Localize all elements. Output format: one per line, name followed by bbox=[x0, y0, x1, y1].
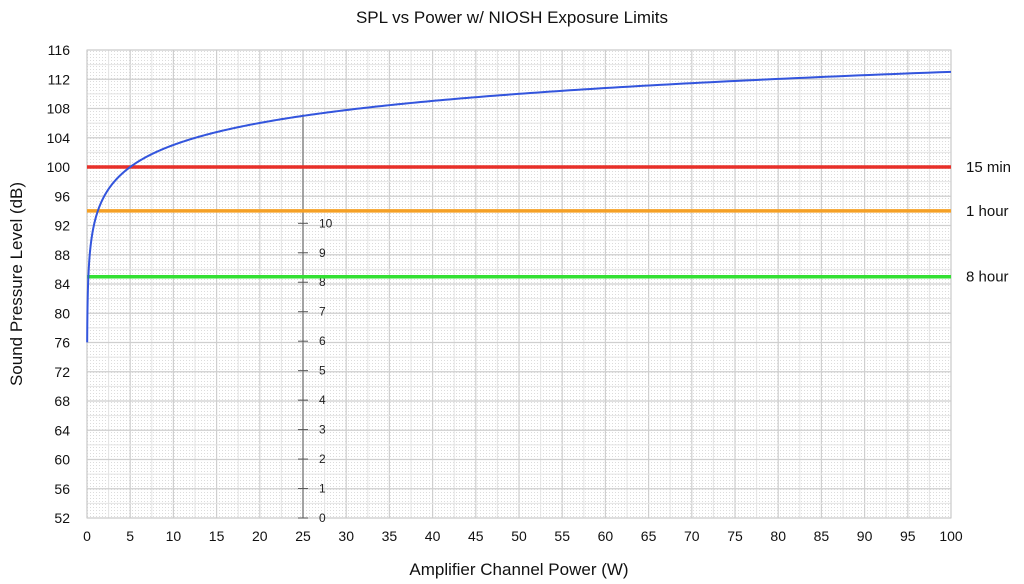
x-tick-label: 55 bbox=[554, 528, 570, 544]
y-tick-labels: 52 56 60 64 68 72 76 80 84 88 92 96 100 104 108 112 116 bbox=[47, 42, 71, 526]
x-tick-label: 50 bbox=[511, 528, 527, 544]
inner-axis-tick-label: 7 bbox=[319, 305, 326, 319]
y-tick-label: 52 bbox=[54, 510, 70, 526]
y-tick-label: 112 bbox=[48, 71, 71, 87]
x-tick-label: 25 bbox=[295, 528, 311, 544]
inner-axis-tick-label: 3 bbox=[319, 423, 326, 437]
y-tick-label: 64 bbox=[54, 422, 70, 438]
reference-line-label: 15 min bbox=[966, 159, 1011, 176]
grid bbox=[86, 49, 952, 519]
y-tick-label: 92 bbox=[54, 218, 70, 234]
y-tick-label: 100 bbox=[47, 159, 71, 175]
x-tick-labels: 0 5 10 15 20 25 30 35 40 45 50 55 60 65 70 75 80 85 90 95 10… bbox=[83, 528, 963, 544]
inner-axis-tick-label: 6 bbox=[319, 334, 326, 348]
x-tick-label: 85 bbox=[814, 528, 830, 544]
x-tick-label: 65 bbox=[641, 528, 657, 544]
y-axis-title: Sound Pressure Level (dB) bbox=[7, 182, 26, 386]
x-tick-label: 0 bbox=[83, 528, 91, 544]
y-tick-label: 56 bbox=[54, 481, 70, 497]
y-tick-label: 108 bbox=[47, 101, 71, 117]
y-tick-label: 84 bbox=[54, 276, 70, 292]
y-tick-label: 60 bbox=[54, 452, 70, 468]
inner-axis-tick-label: 0 bbox=[319, 511, 326, 525]
x-tick-label: 75 bbox=[727, 528, 743, 544]
inner-axis-tick-label: 10 bbox=[319, 216, 333, 230]
y-tick-label: 80 bbox=[54, 305, 70, 321]
spl-curve bbox=[86, 70, 952, 343]
x-tick-label: 80 bbox=[770, 528, 786, 544]
x-tick-label: 35 bbox=[382, 528, 398, 544]
x-tick-label: 30 bbox=[338, 528, 354, 544]
y-tick-label: 68 bbox=[54, 393, 70, 409]
x-tick-label: 60 bbox=[598, 528, 614, 544]
x-tick-label: 70 bbox=[684, 528, 700, 544]
y-tick-label: 104 bbox=[47, 130, 71, 146]
plot-border bbox=[86, 49, 952, 519]
y-tick-label: 96 bbox=[54, 188, 70, 204]
reference-lines: 15 min 1 hour 8 hour bbox=[87, 159, 1011, 286]
inner-axis-tick-label: 9 bbox=[319, 246, 326, 260]
x-tick-label: 10 bbox=[166, 528, 182, 544]
inner-axis-tick-label: 5 bbox=[319, 364, 326, 378]
x-tick-label: 45 bbox=[468, 528, 484, 544]
x-tick-label: 100 bbox=[939, 528, 963, 544]
x-tick-label: 15 bbox=[209, 528, 225, 544]
inner-axis-tick-label: 1 bbox=[319, 482, 326, 496]
y-tick-label: 76 bbox=[54, 335, 70, 351]
x-tick-label: 90 bbox=[857, 528, 873, 544]
chart-title: SPL vs Power w/ NIOSH Exposure Limits bbox=[356, 8, 668, 27]
x-axis-title: Amplifier Channel Power (W) bbox=[409, 560, 628, 579]
x-tick-label: 40 bbox=[425, 528, 441, 544]
y-tick-label: 116 bbox=[48, 42, 71, 58]
inner-axis-tick-label: 2 bbox=[319, 452, 326, 466]
inner-axis-tick-label: 8 bbox=[319, 275, 326, 289]
inner-axis: 0 1 2 3 4 5 6 7 8 9 10 bbox=[298, 114, 333, 525]
reference-line-label: 8 hour bbox=[966, 269, 1009, 286]
inner-axis-tick-label: 4 bbox=[319, 393, 326, 407]
y-tick-label: 88 bbox=[54, 247, 70, 263]
series-group bbox=[86, 70, 952, 343]
y-tick-label: 72 bbox=[54, 364, 70, 380]
x-tick-label: 5 bbox=[126, 528, 134, 544]
x-tick-label: 95 bbox=[900, 528, 916, 544]
x-tick-label: 20 bbox=[252, 528, 268, 544]
reference-line-label: 1 hour bbox=[966, 203, 1009, 220]
